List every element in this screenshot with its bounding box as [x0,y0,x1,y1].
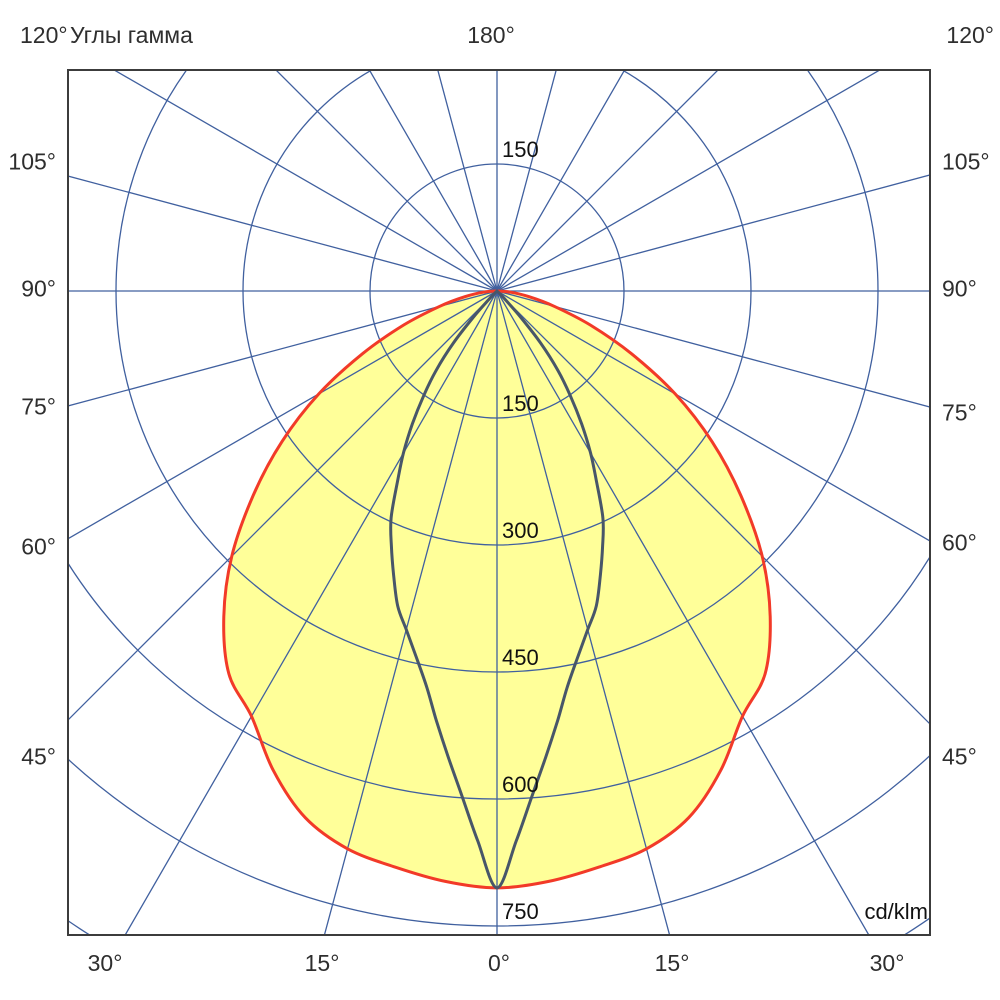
grid-ray-105 [496,174,930,292]
grid-ray-135 [496,70,719,292]
angle-label-bottom-15r: 15° [654,950,690,976]
angle-label-right-105: 105° [942,148,990,175]
grid-ray-255 [68,175,498,292]
grid-ray-30 [496,290,870,935]
angle-label-bottom-30l: 30° [87,950,123,976]
angle-label-left-60: 60° [21,533,56,560]
angle-label-right-90: 90° [942,275,977,302]
grid-ray-285 [68,290,498,407]
angle-label-top-right: 120° [946,22,994,48]
grid-ray-75 [496,290,930,408]
angle-label-top-center: 180° [467,22,515,48]
grid-ray-315 [68,290,498,721]
grid-ray-330 [124,290,498,935]
angle-label-top-left: 120° [20,22,68,48]
grid-ray-210 [368,70,498,292]
angle-label-left-105: 105° [8,148,56,175]
angle-label-left-75: 75° [21,393,56,420]
angle-label-bottom-0: 0° [488,950,510,976]
grid-ray-60 [496,290,930,542]
grid-ray-120 [496,70,882,292]
grid-ray-345 [323,290,498,935]
radial-tick-label: 600 [502,772,539,798]
grid-ray-165 [496,70,557,292]
grid-ray-45 [496,290,930,725]
angle-label-right-75: 75° [942,399,977,426]
angle-label-bottom-15l: 15° [304,950,340,976]
angle-label-bottom-30r: 30° [869,950,905,976]
grid-ray-300 [68,290,498,540]
grid-ray-195 [437,70,498,292]
grid-ray-15 [496,290,671,935]
radial-tick-label: 450 [502,645,539,670]
radial-tick-label: 300 [502,518,539,543]
grid-ray-240 [112,70,498,292]
angle-label-right-45: 45° [942,743,977,770]
radial-tick-label: 150 [502,391,539,416]
beam-narrow-curve [389,289,605,890]
unit-label: cd/klm [864,899,928,924]
grid-ray-150 [496,70,626,292]
page-title: Углы гамма [70,22,193,48]
radial-tick-label: 150 [502,136,539,162]
chart-frame [67,69,931,936]
angle-label-left-90: 90° [21,275,56,302]
angle-label-left-45: 45° [21,743,56,770]
angle-label-right-60: 60° [942,529,977,556]
radial-tick-label: 750 [502,899,539,925]
grid-ray-225 [275,70,498,292]
